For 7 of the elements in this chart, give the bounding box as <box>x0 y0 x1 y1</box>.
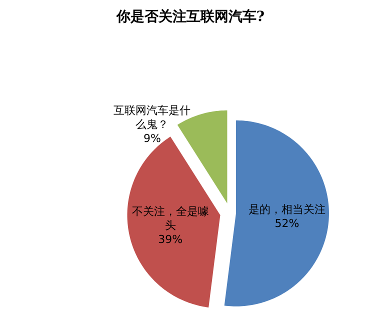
data-label: 9% <box>142 132 162 146</box>
data-label: 52% <box>274 216 300 231</box>
data-label: 39% <box>157 233 184 248</box>
slice-label: 是的，相当关注 <box>248 202 327 217</box>
chart-title: 你是否关注互联网汽车? <box>115 8 266 26</box>
slice-label: 不关注，全是噱头 <box>130 205 210 234</box>
slice-label: 互联网汽车是什么鬼？ <box>112 104 192 132</box>
